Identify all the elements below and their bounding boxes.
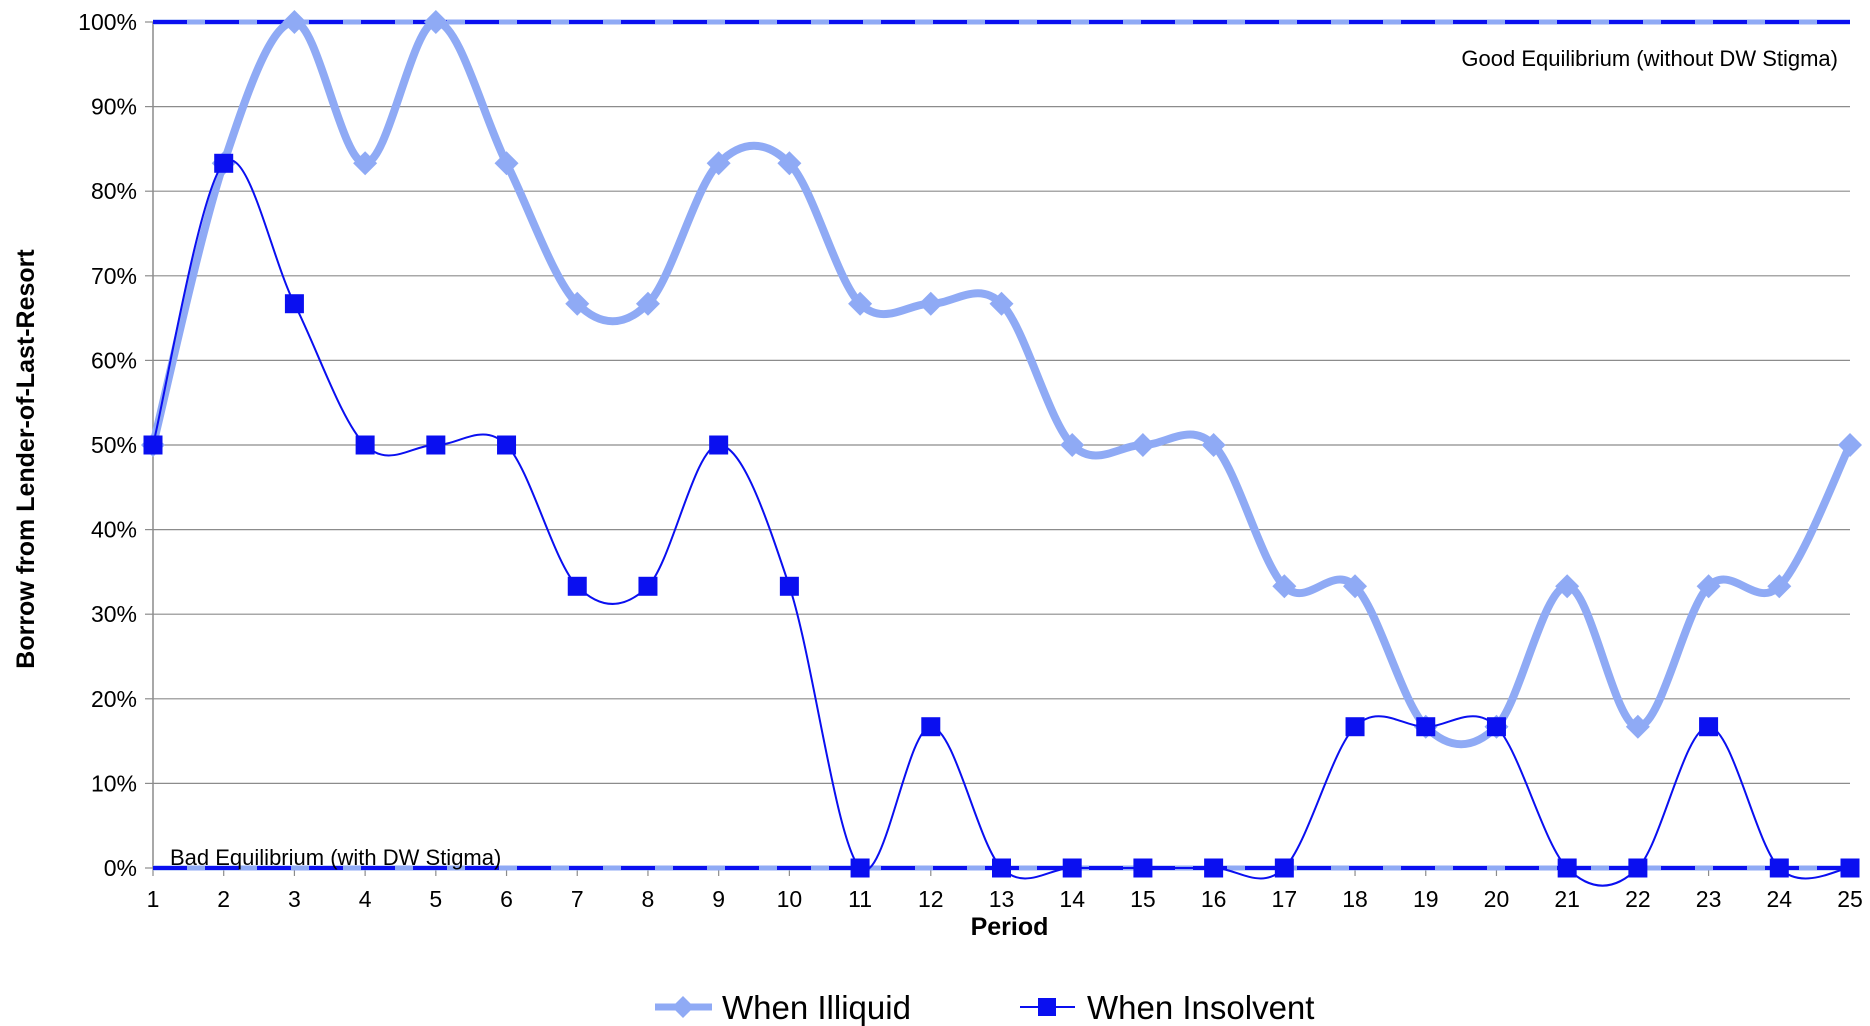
legend-marker-when-illiquid — [672, 996, 694, 1018]
series-line-when-illiquid — [149, 18, 1854, 749]
point-when-illiquid — [918, 291, 943, 316]
x-tick-label: 22 — [1625, 886, 1651, 912]
y-tick-label: 90% — [91, 94, 137, 120]
point-when-illiquid — [1130, 433, 1155, 457]
point-when-insolvent — [355, 435, 375, 455]
x-tick-label: 13 — [989, 886, 1015, 912]
point-when-illiquid — [1696, 574, 1721, 599]
point-when-insolvent — [214, 153, 234, 173]
point-when-illiquid — [494, 151, 519, 176]
good-equilibrium-label: Good Equilibrium (without DW Stigma) — [1461, 46, 1838, 71]
x-tick-label: 1 — [147, 886, 160, 912]
point-when-insolvent — [1133, 858, 1153, 878]
y-tick-label: 0% — [104, 855, 137, 881]
point-when-insolvent — [1204, 858, 1224, 878]
point-when-illiquid — [777, 151, 802, 176]
x-tick-label: 18 — [1342, 886, 1368, 912]
y-tick-label: 60% — [91, 347, 137, 373]
point-when-insolvent — [1274, 858, 1294, 878]
point-when-insolvent — [1628, 858, 1648, 878]
point-when-insolvent — [497, 435, 517, 455]
point-when-illiquid — [635, 291, 660, 316]
y-tick-label: 40% — [91, 517, 137, 543]
x-tick-label: 23 — [1696, 886, 1722, 912]
point-when-insolvent — [1557, 858, 1577, 878]
point-when-insolvent — [709, 435, 729, 455]
x-tick-label: 25 — [1837, 886, 1863, 912]
point-when-insolvent — [426, 435, 446, 455]
legend-label-when-insolvent: When Insolvent — [1087, 989, 1314, 1026]
point-when-illiquid — [282, 10, 307, 34]
y-tick-label: 100% — [78, 9, 137, 35]
point-when-insolvent — [1840, 858, 1860, 878]
x-tick-label: 24 — [1766, 886, 1792, 912]
bad-equilibrium-label: Bad Equilibrium (with DW Stigma) — [170, 845, 501, 870]
point-when-insolvent — [1699, 717, 1719, 737]
y-axis-title: Borrow from Lender-of-Last-Resort — [12, 249, 40, 669]
x-tick-label: 14 — [1059, 886, 1085, 912]
x-tick-label: 19 — [1413, 886, 1439, 912]
point-when-insolvent — [992, 858, 1011, 878]
point-when-illiquid — [1060, 433, 1085, 457]
y-tick-label: 80% — [91, 178, 137, 204]
point-when-insolvent — [143, 435, 163, 455]
point-when-insolvent — [1416, 717, 1436, 737]
series-line-when-insolvent — [152, 159, 1851, 887]
x-tick-label: 20 — [1484, 886, 1510, 912]
point-when-illiquid — [1343, 574, 1368, 599]
x-tick-label: 15 — [1130, 886, 1156, 912]
y-tick-label: 20% — [91, 686, 137, 712]
point-when-insolvent — [284, 294, 304, 314]
point-when-illiquid — [423, 10, 448, 34]
point-when-insolvent — [1345, 717, 1365, 737]
point-when-illiquid — [1625, 714, 1650, 739]
point-when-insolvent — [850, 858, 870, 878]
point-when-insolvent — [638, 576, 658, 596]
point-when-illiquid — [1555, 574, 1580, 599]
y-tick-label: 50% — [91, 432, 137, 458]
x-tick-label: 11 — [848, 886, 872, 912]
point-when-illiquid — [1767, 574, 1792, 599]
legend-marker-when-insolvent — [1038, 998, 1056, 1016]
point-when-insolvent — [1062, 858, 1082, 878]
x-tick-label: 4 — [359, 886, 372, 912]
point-when-insolvent — [567, 576, 587, 596]
x-tick-label: 10 — [777, 886, 803, 912]
x-tick-label: 9 — [712, 886, 725, 912]
point-when-insolvent — [921, 717, 941, 737]
legend-label-when-illiquid: When Illiquid — [722, 989, 911, 1026]
y-tick-label: 70% — [91, 263, 137, 289]
x-tick-label: 5 — [429, 886, 442, 912]
x-axis-title: Period — [971, 913, 1049, 941]
x-tick-label: 17 — [1272, 886, 1298, 912]
x-tick-label: 3 — [288, 886, 301, 912]
point-when-illiquid — [1272, 574, 1297, 599]
point-when-illiquid — [706, 151, 731, 176]
y-tick-label: 10% — [91, 770, 137, 796]
x-tick-label: 7 — [571, 886, 584, 912]
y-tick-label: 30% — [91, 601, 137, 627]
x-tick-label: 8 — [642, 886, 655, 912]
point-when-illiquid — [1201, 433, 1226, 457]
point-when-insolvent — [1769, 858, 1789, 878]
point-when-illiquid — [353, 151, 378, 176]
x-tick-label: 2 — [217, 886, 230, 912]
point-when-illiquid — [989, 291, 1014, 316]
point-when-illiquid — [565, 291, 590, 316]
point-when-insolvent — [1486, 717, 1506, 737]
x-tick-label: 6 — [500, 886, 513, 912]
point-when-illiquid — [1838, 433, 1862, 457]
x-tick-label: 16 — [1201, 886, 1227, 912]
x-tick-label: 21 — [1554, 886, 1580, 912]
x-tick-label: 12 — [918, 886, 944, 912]
point-when-illiquid — [848, 291, 873, 316]
point-when-insolvent — [779, 576, 799, 596]
